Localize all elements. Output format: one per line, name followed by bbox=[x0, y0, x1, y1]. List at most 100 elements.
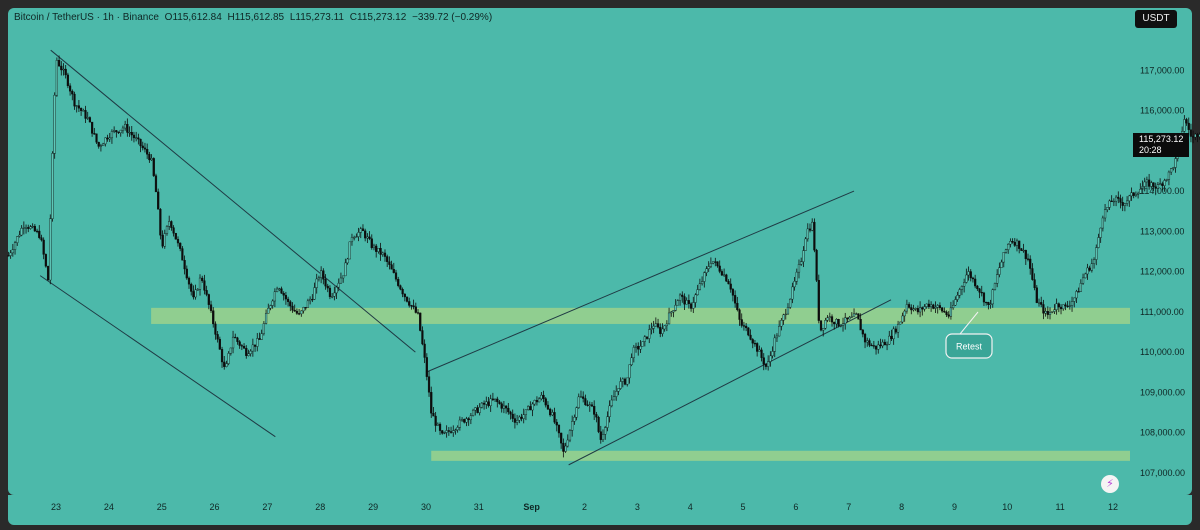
candle-body bbox=[687, 300, 690, 304]
candle-body bbox=[560, 432, 563, 444]
trend-line-1[interactable] bbox=[39, 275, 276, 438]
x-tick-label: 3 bbox=[635, 502, 640, 512]
trend-line-2[interactable] bbox=[425, 190, 855, 373]
candle-body bbox=[1092, 259, 1096, 264]
candle-body bbox=[978, 288, 981, 293]
candle-body bbox=[366, 236, 369, 239]
lightning-icon[interactable]: ⚡ bbox=[1101, 475, 1119, 493]
candle-body bbox=[282, 293, 285, 296]
candle-body bbox=[427, 376, 431, 393]
candle-body bbox=[91, 121, 94, 134]
candle-body bbox=[110, 131, 114, 139]
candle-body bbox=[269, 305, 272, 309]
candle-body bbox=[518, 416, 521, 421]
candle-body bbox=[802, 250, 805, 262]
candle-body bbox=[419, 312, 422, 331]
candle-body bbox=[337, 282, 340, 288]
candle-body bbox=[280, 288, 283, 294]
candle-body bbox=[1035, 287, 1038, 303]
candle-body bbox=[452, 430, 455, 433]
candle-body bbox=[762, 357, 765, 365]
candle-body bbox=[1185, 119, 1188, 124]
candle-body bbox=[813, 221, 816, 251]
candle-body bbox=[260, 333, 263, 340]
bar-countdown: 20:28 bbox=[1139, 145, 1162, 155]
zone-band-0[interactable] bbox=[151, 307, 1130, 324]
candle-body bbox=[1121, 202, 1124, 206]
x-tick-label: 23 bbox=[51, 502, 61, 512]
x-tick-label: 7 bbox=[846, 502, 851, 512]
candle-body bbox=[458, 419, 461, 428]
candle-body bbox=[852, 313, 856, 317]
candle-body bbox=[242, 346, 246, 349]
candle-body bbox=[480, 402, 483, 408]
candle-body bbox=[322, 270, 325, 280]
time-axis-area[interactable] bbox=[8, 495, 1192, 525]
candle-body bbox=[443, 432, 446, 434]
candle-body bbox=[1090, 263, 1093, 271]
candle-body bbox=[1086, 267, 1089, 275]
x-tick-label: 12 bbox=[1108, 502, 1118, 512]
candle-body bbox=[372, 245, 376, 249]
candle-body bbox=[927, 303, 931, 307]
candle-body bbox=[718, 265, 721, 272]
zone-band-1[interactable] bbox=[431, 450, 1130, 461]
candle-body bbox=[139, 138, 142, 147]
candle-body bbox=[449, 431, 453, 433]
candle-body bbox=[881, 341, 884, 347]
candle-body bbox=[725, 274, 728, 282]
legend-open: O115,612.84 bbox=[164, 12, 222, 23]
candle-body bbox=[141, 145, 144, 149]
candle-body bbox=[804, 238, 807, 251]
candle-body bbox=[830, 316, 834, 323]
candle-body bbox=[1172, 167, 1175, 169]
candle-body bbox=[597, 417, 600, 432]
candle-body bbox=[833, 321, 836, 325]
candle-body bbox=[786, 306, 790, 315]
candle-body bbox=[806, 228, 809, 240]
candle-body bbox=[736, 302, 739, 311]
candle-body bbox=[965, 274, 968, 283]
trend-line-3[interactable] bbox=[568, 299, 892, 466]
candle-body bbox=[659, 326, 662, 334]
candle-body bbox=[839, 325, 842, 327]
candle-body bbox=[51, 153, 54, 219]
y-tick-label: 113,000.00 bbox=[1140, 226, 1184, 236]
candle-body bbox=[615, 391, 618, 397]
candle-body bbox=[672, 310, 675, 313]
candle-body bbox=[996, 274, 999, 284]
candle-body bbox=[77, 105, 81, 109]
candle-body bbox=[498, 401, 501, 404]
y-tick-label: 116,000.00 bbox=[1140, 106, 1184, 116]
candle-body bbox=[844, 317, 847, 324]
retest-callout-box[interactable] bbox=[945, 333, 993, 359]
candle-body bbox=[62, 68, 65, 71]
candle-body bbox=[888, 335, 891, 345]
y-tick-label: 107,000.00 bbox=[1140, 468, 1185, 478]
candle-body bbox=[286, 298, 290, 302]
candle-body bbox=[463, 419, 466, 423]
candle-body bbox=[720, 271, 724, 276]
candle-body bbox=[234, 336, 237, 339]
candle-body bbox=[896, 323, 900, 333]
currency-button[interactable]: USDT bbox=[1135, 10, 1177, 28]
candle-body bbox=[119, 129, 122, 134]
candle-body bbox=[855, 313, 858, 315]
candle-body bbox=[681, 294, 684, 297]
candle-body bbox=[121, 127, 125, 131]
candle-body bbox=[667, 312, 671, 325]
candle-body bbox=[309, 298, 312, 302]
candle-body bbox=[38, 230, 41, 238]
candle-body bbox=[590, 404, 594, 407]
candle-body bbox=[209, 304, 213, 311]
candle-body bbox=[749, 334, 752, 340]
candle-body bbox=[507, 407, 510, 413]
candle-body bbox=[1059, 306, 1063, 310]
plot-area[interactable] bbox=[8, 8, 1192, 495]
candle-body bbox=[742, 325, 746, 327]
candle-body bbox=[152, 158, 155, 176]
candle-body bbox=[346, 258, 349, 264]
candle-body bbox=[214, 323, 217, 335]
trend-line-0[interactable] bbox=[50, 49, 416, 353]
